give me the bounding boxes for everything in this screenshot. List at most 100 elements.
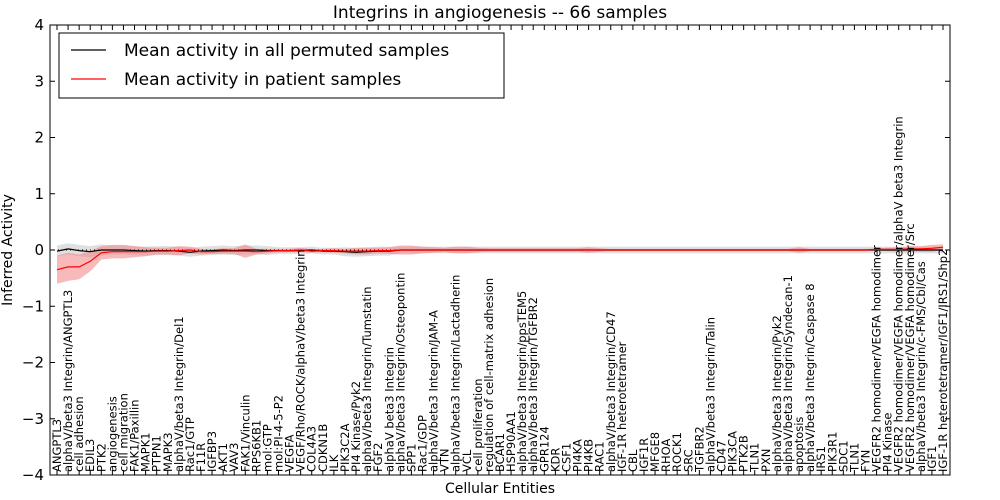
series-line-1 bbox=[56, 246, 944, 271]
x-category-label: alphaV/beta3 Integrin/c-FMS/Cbl/Cas bbox=[914, 261, 928, 472]
legend-label-permuted: Mean activity in all permuted samples bbox=[124, 41, 449, 61]
legend-box bbox=[58, 32, 505, 99]
x-category-label: CD47 bbox=[715, 440, 729, 472]
x-category-label: PTPN1 bbox=[150, 435, 164, 472]
x-category-label: Rac1/GDP bbox=[416, 415, 430, 472]
x-category-label: cell adhesion bbox=[72, 396, 86, 472]
legend-label-patient: Mean activity in patient samples bbox=[124, 70, 401, 90]
x-category-label: mol:GTP bbox=[260, 424, 274, 472]
x-category-label: VEGFR2 homodimer/VEGFA homodimer/alphaV … bbox=[892, 116, 906, 472]
x-category-label: KDR bbox=[548, 448, 562, 472]
x-category-label: PXN bbox=[759, 449, 773, 472]
x-category-label: alphaV/beta3 Integrin/Syndecan-1 bbox=[781, 275, 795, 472]
x-category-label: ROCK1 bbox=[670, 432, 684, 472]
x-category-label: PI4KA bbox=[571, 439, 585, 472]
x-category-label: IGFBP3 bbox=[205, 431, 219, 472]
y-tick-label: 1 bbox=[34, 185, 44, 203]
x-category-label: MFGE8 bbox=[648, 432, 662, 472]
x-category-label: PI4 Kinase/Pyk2 bbox=[349, 381, 363, 472]
x-category-label: FYN bbox=[859, 450, 873, 472]
x-axis-title: Cellular Entities bbox=[445, 481, 555, 497]
y-axis: −4 −3 −2 −1 0 1 2 3 4 bbox=[22, 16, 950, 484]
x-category-label: IGF1R bbox=[637, 438, 651, 472]
y-tick-label: 0 bbox=[34, 241, 44, 259]
x-category-label: regulation of cell-matrix adhesion bbox=[482, 278, 496, 472]
x-category-label: IGF1 bbox=[925, 446, 939, 472]
chart-title: Integrins in angiogenesis -- 66 samples bbox=[333, 3, 667, 23]
x-category-label: PTK2B bbox=[737, 435, 751, 472]
x-category-label: VEGFA bbox=[283, 434, 297, 472]
x-category-label: alphaV/beta3 Integrin/Tumstatin bbox=[360, 287, 374, 472]
x-category-label: AKT1 bbox=[216, 443, 230, 472]
x-category-label: alphaV/beta3 Integrin/Pyk2 bbox=[770, 315, 784, 472]
x-category-label: cell proliferation bbox=[471, 378, 485, 472]
x-category-label: VCL bbox=[460, 449, 474, 472]
x-category-label: MAPK3 bbox=[161, 432, 175, 472]
x-category-label: PIK3C2A bbox=[338, 423, 352, 472]
x-category-label: angiogenesis bbox=[105, 396, 119, 472]
x-category-label: VEGFR2 homodimer/VEGFA homodimer bbox=[870, 245, 884, 472]
y-tick-label: −4 bbox=[22, 466, 44, 484]
x-category-label: SDC1 bbox=[836, 440, 850, 472]
x-category-label: RPS6KB1 bbox=[249, 420, 263, 472]
x-category-label: alphaV/beta3 Integrin/TGFBR2 bbox=[526, 297, 540, 472]
x-category-label: CDKN1B bbox=[316, 424, 330, 472]
x-category-label: MAPK1 bbox=[139, 432, 153, 472]
y-tick-label: 2 bbox=[34, 129, 44, 147]
x-category-label: alphaV/beta3 Integrin/Osteopontin bbox=[393, 273, 407, 472]
x-category-label: FAK1/Paxillin bbox=[128, 399, 142, 472]
x-category-label: IGF-1R heterotetramer bbox=[615, 341, 629, 472]
x-category-label: CBL bbox=[626, 449, 640, 472]
x-category-label: EDIL3 bbox=[83, 439, 97, 472]
x-category-label: TLN1 bbox=[748, 443, 762, 473]
x-category-label: IRS1 bbox=[814, 446, 828, 472]
series-band-1 bbox=[57, 244, 943, 284]
x-category-label: PIK3CA bbox=[726, 431, 740, 472]
x-category-label: TGFBR2 bbox=[692, 426, 706, 473]
x-category-label: PI4KB bbox=[582, 439, 596, 472]
x-category-label: ILK bbox=[327, 454, 341, 472]
y-tick-label: 3 bbox=[34, 72, 44, 90]
y-tick-label: −2 bbox=[22, 354, 44, 372]
y-tick-label: −3 bbox=[22, 410, 44, 428]
x-category-label: F11R bbox=[194, 443, 208, 472]
x-category-label: FGF2 bbox=[371, 443, 385, 472]
x-category-label: TLN1 bbox=[847, 443, 861, 473]
x-category-label: VTN bbox=[438, 448, 452, 472]
y-tick-label: −1 bbox=[22, 297, 44, 315]
legend: Mean activity in all permuted samples Me… bbox=[58, 32, 505, 99]
x-category-label: mol:PI-4-5-P2 bbox=[272, 395, 286, 472]
x-category-label: IGF-1R heterotetramer/IGF1/IRS1/Shp2 bbox=[936, 249, 950, 472]
x-category-label: PTK2 bbox=[94, 443, 108, 472]
x-category-label: RAC1 bbox=[593, 441, 607, 472]
x-category-label: FAK1/Vinculin bbox=[238, 394, 252, 472]
x-category-label: GPR124 bbox=[537, 426, 551, 472]
x-category-label: SRC bbox=[681, 449, 695, 472]
x-category-label: RHOA bbox=[659, 438, 673, 471]
x-category-label: SPP1 bbox=[404, 444, 418, 473]
x-category-label: alphaV/beta3 Integrin/Lactadherin bbox=[449, 275, 463, 472]
x-category-label: PI4 Kinase bbox=[881, 413, 895, 472]
y-axis-title: Inferred Activity bbox=[0, 194, 16, 306]
x-category-label: alphaV/beta3 Integrin/Caspase 8 bbox=[803, 283, 817, 472]
y-tick-label: 4 bbox=[34, 16, 44, 34]
x-category-label: ANGPTL3 bbox=[50, 419, 64, 472]
plot-area bbox=[50, 243, 950, 284]
x-category-label: alphaV/beta3 Integrin/ppsTEM5 bbox=[515, 291, 529, 472]
x-category-label: HSP90AA1 bbox=[504, 411, 518, 472]
x-category-label: alphaV/beta3 Integrin/ANGPTL3 bbox=[61, 290, 75, 472]
x-category-label: VEGFR2 homodimer/VEGFA homodimer/Src bbox=[903, 223, 917, 472]
x-category-label: alphaV/beta3 Integrin/CD47 bbox=[604, 311, 618, 472]
x-category-label: PIK3R1 bbox=[825, 432, 839, 473]
x-category-label: VAV3 bbox=[227, 443, 241, 472]
x-category-label: BCAR1 bbox=[493, 433, 507, 472]
x-category-label: alphaV/beta3 Integrin/Talin bbox=[703, 317, 717, 472]
x-category-label: COL4A3 bbox=[305, 426, 319, 472]
x-category-label: apoptosis bbox=[792, 417, 806, 472]
x-category-label: CSF1 bbox=[560, 443, 574, 472]
x-category-label: Rac1/GTP bbox=[183, 417, 197, 472]
x-category-label: cell migration bbox=[117, 393, 131, 472]
x-category-label: alphaV/beta3 Integrin/JAM-A bbox=[427, 310, 441, 472]
